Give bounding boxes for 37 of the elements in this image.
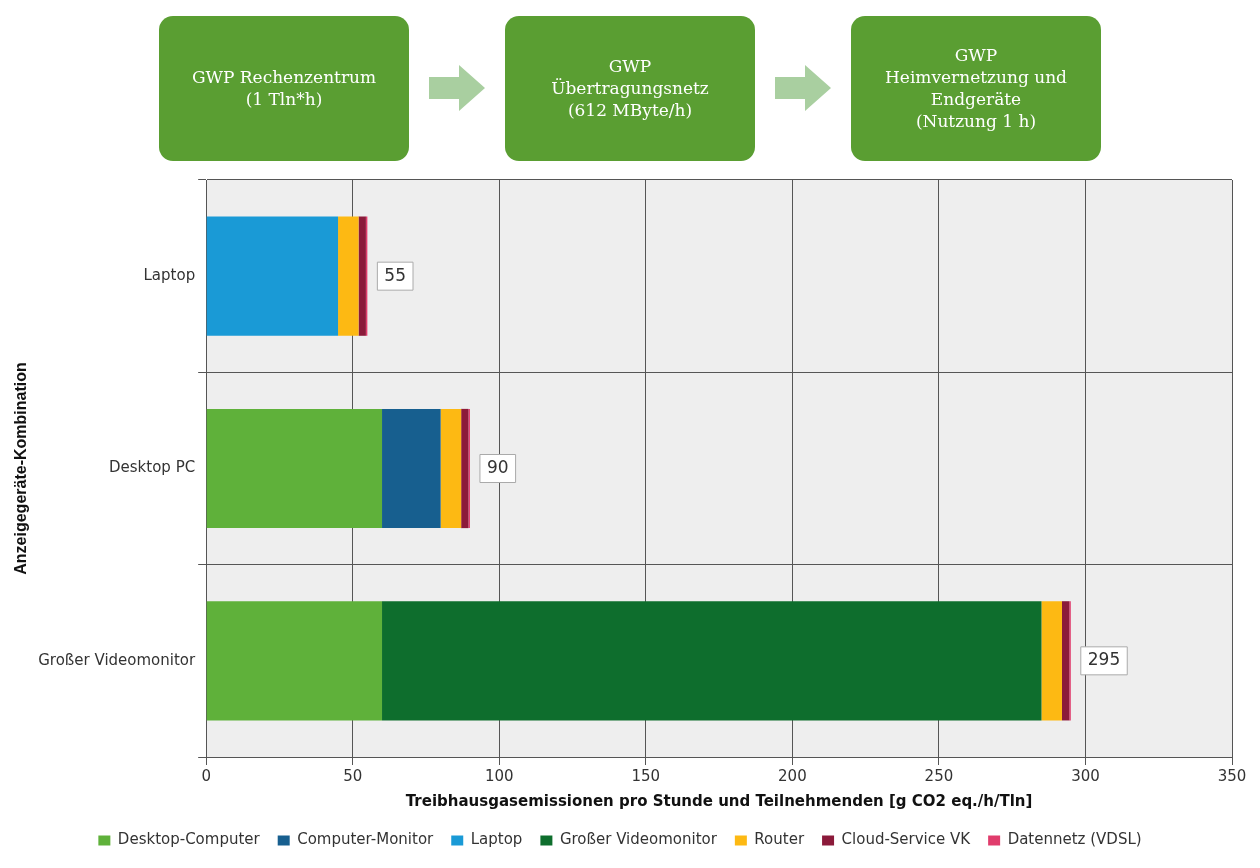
x-axis-title: Treibhausgasemissionen pro Stunde und Teilnehmenden [g CO2 eq./h/Tln] [405,791,1033,810]
y-axis-title: Anzeigegeräte-Kombination [12,362,30,575]
bar [461,408,469,529]
total-label: 90 [486,456,509,477]
x-tick-label: 300 [1071,766,1100,785]
legend-label: Großer Videomonitor [559,830,718,849]
text: GWP Übertragungsnetz (612 MByte/h) [505,15,755,161]
legend-label: Computer-Monitor [297,830,435,849]
x-tick-label: 200 [778,766,807,785]
bar [206,408,383,529]
legend-label: Router [754,830,805,849]
x-tick-label: 250 [924,766,954,785]
y-tick-label: Laptop [143,266,196,285]
legend-label: Cloud-Service VK [841,830,972,849]
bar [206,601,383,721]
legend-label: Laptop [470,830,523,849]
x-tick-label: 350 [1217,766,1247,785]
bar [358,216,366,336]
total-label: 295 [1087,649,1121,670]
bar [440,408,462,529]
x-tick-label: 150 [631,766,661,785]
y-tick-label: Desktop PC [109,458,196,477]
bar [338,216,359,336]
legend-label: Datennetz (VDSL) [1007,830,1142,849]
total-label: 55 [384,264,407,285]
text: GWP Heimvernetzung und Endgeräte (Nutzung 1 h) [851,15,1101,161]
bar [382,408,441,529]
bar [382,601,1042,721]
text: GWP Rechenzentrum (1 Tln*h) [159,15,409,161]
x-tick-label: 0 [201,766,211,785]
bar [1062,601,1070,721]
x-tick-label: 50 [343,766,363,785]
bar [206,216,339,336]
y-tick-label: Großer Videomonitor [38,650,196,669]
bar [1041,601,1063,721]
x-tick-label: 100 [484,766,514,785]
legend-label: Desktop-Computer [117,830,261,849]
